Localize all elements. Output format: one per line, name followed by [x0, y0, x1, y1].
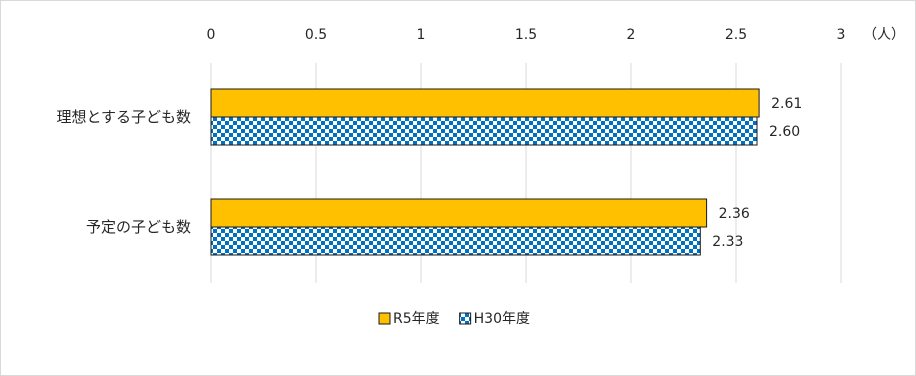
data-label: 2.61: [771, 96, 802, 112]
bar-r5: [210, 88, 760, 118]
legend-swatch: [459, 312, 472, 325]
data-labels: 2.61 2.60 2.36 2.33: [712, 96, 802, 250]
category-label: 理想とする子ども数: [56, 108, 191, 126]
legend-label: R5年度: [393, 311, 440, 327]
x-axis-ticks: 0 0.5 1 1.5 2 2.5 3: [207, 27, 846, 43]
category-label: 予定の子ども数: [86, 218, 191, 236]
bar-h30: [210, 116, 758, 146]
x-tick-label: 1.5: [515, 27, 537, 43]
unit-label: （人）: [863, 27, 905, 43]
bar-r5: [210, 198, 708, 228]
bars: [210, 88, 760, 256]
data-label: 2.60: [769, 124, 800, 140]
x-tick-label: 3: [837, 27, 846, 43]
x-tick-label: 0.5: [305, 27, 327, 43]
data-label: 2.36: [719, 206, 750, 222]
legend: R5年度 H30年度: [378, 311, 530, 327]
x-tick-label: 2.5: [725, 27, 747, 43]
x-tick-label: 2: [627, 27, 636, 43]
x-tick-label: 0: [207, 27, 216, 43]
x-tick-label: 1: [417, 27, 426, 43]
legend-label: H30年度: [474, 311, 530, 327]
data-label: 2.33: [712, 234, 743, 250]
bar-h30: [210, 226, 701, 256]
legend-swatch: [378, 312, 391, 325]
